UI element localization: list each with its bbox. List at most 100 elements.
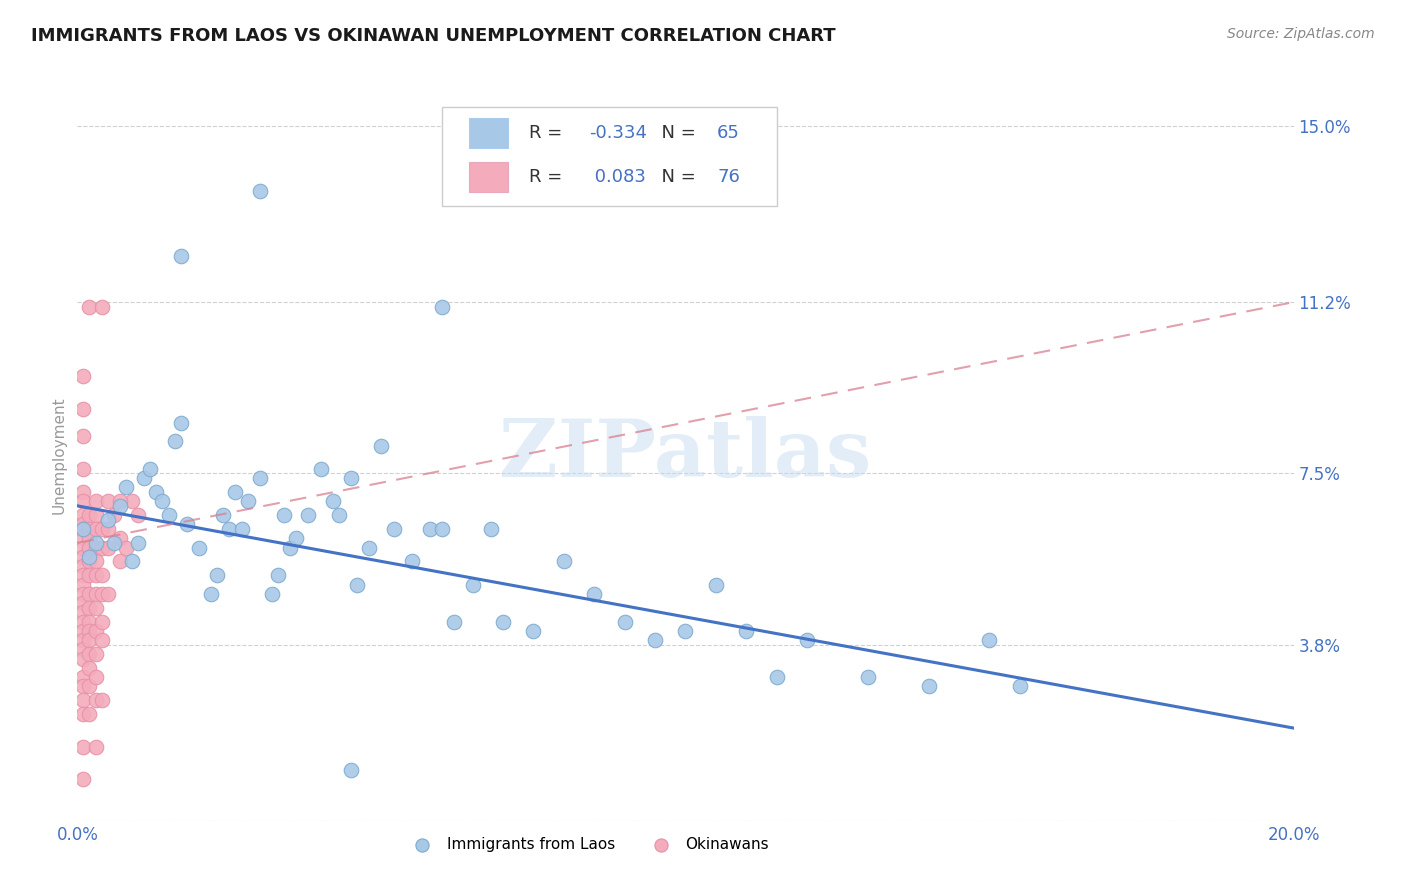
Point xyxy=(249,184,271,198)
Point xyxy=(72,587,94,601)
Point xyxy=(84,670,107,684)
Point xyxy=(644,633,666,648)
Point xyxy=(84,600,107,615)
Point xyxy=(200,587,222,601)
Legend: Immigrants from Laos, Okinawans: Immigrants from Laos, Okinawans xyxy=(401,831,775,858)
Point xyxy=(918,679,941,693)
Point xyxy=(79,661,101,675)
Point xyxy=(79,549,101,564)
Point xyxy=(115,541,138,555)
Point xyxy=(84,624,107,638)
Point xyxy=(79,522,101,536)
Point xyxy=(675,624,697,638)
Point xyxy=(72,485,94,500)
Point xyxy=(443,615,465,629)
Point xyxy=(72,624,94,638)
Point xyxy=(139,462,162,476)
Point xyxy=(765,670,787,684)
Point xyxy=(72,739,94,754)
Point xyxy=(796,633,818,648)
Point xyxy=(84,522,107,536)
FancyBboxPatch shape xyxy=(470,118,508,148)
Point xyxy=(79,541,101,555)
Point xyxy=(72,679,94,693)
Point xyxy=(90,633,112,648)
Point xyxy=(72,707,94,722)
Point xyxy=(170,249,193,263)
Point xyxy=(163,434,186,448)
Point xyxy=(79,587,101,601)
Point xyxy=(430,300,453,314)
Point xyxy=(492,615,515,629)
Point xyxy=(79,600,101,615)
Text: -0.334: -0.334 xyxy=(589,124,647,142)
Point xyxy=(84,647,107,661)
Point xyxy=(419,522,441,536)
Point xyxy=(72,615,94,629)
Point xyxy=(231,522,253,536)
Point xyxy=(90,300,112,314)
Point xyxy=(1008,679,1031,693)
Point xyxy=(72,462,94,476)
Point xyxy=(72,494,94,508)
Point xyxy=(72,508,94,522)
Point xyxy=(90,568,112,582)
Point xyxy=(79,531,101,545)
Point xyxy=(97,587,120,601)
Point xyxy=(72,522,94,536)
Point xyxy=(359,541,381,555)
Point xyxy=(97,522,120,536)
Point xyxy=(121,494,143,508)
Point xyxy=(121,554,143,568)
Point xyxy=(115,480,138,494)
Point xyxy=(79,615,101,629)
Point xyxy=(79,633,101,648)
Point xyxy=(72,633,94,648)
Point xyxy=(285,531,308,545)
Point xyxy=(328,508,350,522)
Text: ZIPatlas: ZIPatlas xyxy=(499,416,872,494)
Point xyxy=(72,369,94,384)
Point xyxy=(522,624,544,638)
Text: N =: N = xyxy=(650,124,702,142)
Point xyxy=(297,508,319,522)
Point xyxy=(79,568,101,582)
Point xyxy=(72,429,94,443)
Point xyxy=(134,471,156,485)
Point xyxy=(84,568,107,582)
Point xyxy=(273,508,295,522)
Point xyxy=(84,536,107,550)
Point xyxy=(84,541,107,555)
Point xyxy=(461,577,484,591)
Point xyxy=(72,772,94,786)
Point xyxy=(370,439,392,453)
Point xyxy=(72,651,94,665)
Point xyxy=(79,707,101,722)
Text: IMMIGRANTS FROM LAOS VS OKINAWAN UNEMPLOYMENT CORRELATION CHART: IMMIGRANTS FROM LAOS VS OKINAWAN UNEMPLO… xyxy=(31,27,835,45)
Point xyxy=(979,633,1001,648)
Point xyxy=(401,554,423,568)
FancyBboxPatch shape xyxy=(441,108,776,206)
Point xyxy=(72,401,94,416)
Point xyxy=(346,577,368,591)
Point xyxy=(90,587,112,601)
Point xyxy=(97,494,120,508)
Point xyxy=(84,508,107,522)
Point xyxy=(72,559,94,574)
Point xyxy=(309,462,332,476)
Point xyxy=(72,517,94,532)
Point xyxy=(97,541,120,555)
Point xyxy=(84,587,107,601)
Point xyxy=(84,494,107,508)
Point xyxy=(72,670,94,684)
Point xyxy=(340,763,363,777)
Point xyxy=(583,587,606,601)
Point xyxy=(103,536,125,550)
Point xyxy=(553,554,575,568)
Point xyxy=(84,554,107,568)
Point xyxy=(79,300,101,314)
Point xyxy=(108,554,131,568)
FancyBboxPatch shape xyxy=(470,161,508,193)
Text: Source: ZipAtlas.com: Source: ZipAtlas.com xyxy=(1227,27,1375,41)
Point xyxy=(613,615,636,629)
